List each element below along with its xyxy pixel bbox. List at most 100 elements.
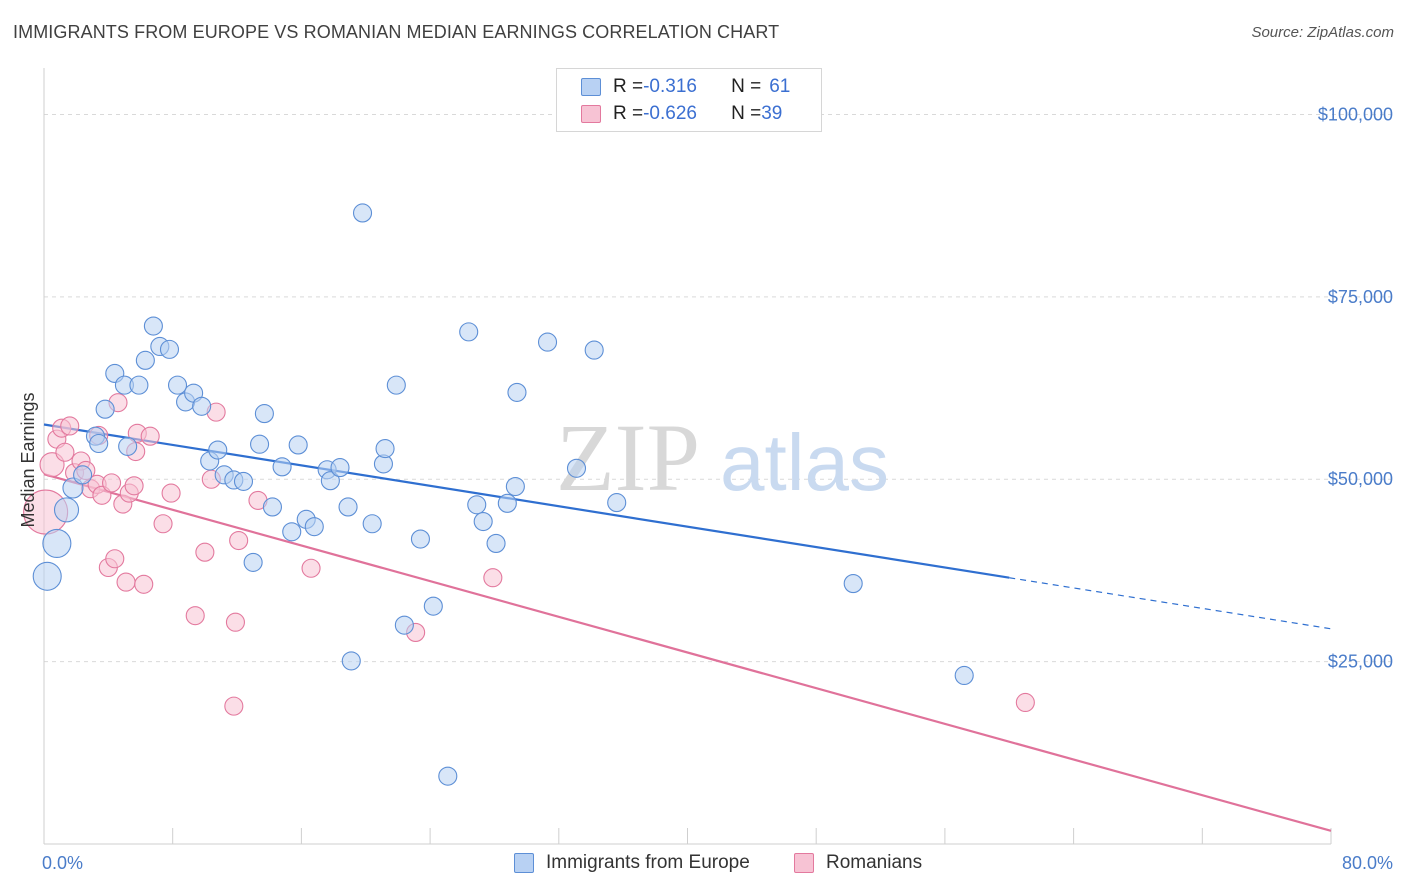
point-europe [282, 522, 302, 542]
point-europe [607, 493, 627, 513]
point-romanian [105, 549, 125, 569]
legend-r-value: -0.626 [643, 103, 697, 124]
point-europe [243, 552, 263, 572]
point-europe [954, 665, 974, 686]
y-tick-label: $50,000 [1328, 469, 1393, 489]
point-romanian [124, 476, 144, 496]
x-tick-label-min: 0.0% [42, 853, 83, 873]
point-romanian [229, 530, 249, 551]
tick-labels: $25,000 $50,000 $75,000 $100,000 0.0% 80.0% [42, 104, 1393, 873]
point-europe [410, 529, 430, 549]
series-legend-europe[interactable]: Immigrants from Europe [514, 852, 750, 874]
trend-lines [43, 423, 1332, 832]
data-points [23, 203, 1035, 786]
point-europe [362, 514, 382, 534]
point-romanian [134, 574, 154, 594]
point-europe [304, 517, 324, 537]
point-europe [135, 350, 155, 370]
point-europe [386, 375, 406, 395]
point-europe [167, 375, 188, 395]
point-europe [254, 404, 274, 424]
series-legend-romanians-label: Romanians [826, 852, 923, 873]
point-europe [352, 203, 373, 223]
x-tick-label-max: 80.0% [1342, 853, 1393, 873]
series-legend: Immigrants from Europe Romanians [0, 852, 1406, 878]
point-europe [143, 316, 163, 336]
legend-row-romanians: R = -0.626 N = 39 [581, 101, 782, 127]
trend-line-europe [43, 423, 1010, 579]
y-tick-label: $75,000 [1328, 287, 1393, 307]
point-europe [341, 651, 361, 671]
point-europe [497, 493, 517, 513]
point-europe [42, 528, 72, 558]
point-europe [250, 434, 270, 454]
trend-extension-europe [1009, 577, 1332, 630]
legend-r-value: -0.316 [643, 76, 697, 97]
point-europe [208, 440, 228, 460]
point-romanian [224, 696, 244, 716]
point-europe [486, 533, 506, 553]
legend-n-value: 39 [761, 103, 783, 124]
point-europe [53, 497, 80, 523]
source-label: Source: ZipAtlas.com [1251, 24, 1394, 41]
legend-r-label: R = [613, 103, 644, 124]
point-europe [843, 574, 863, 594]
point-europe [89, 433, 109, 454]
point-europe [330, 458, 350, 478]
point-europe [505, 476, 525, 497]
point-europe [288, 435, 308, 455]
point-romanian [301, 558, 321, 578]
point-europe [118, 436, 138, 456]
watermark-atlas: atlas [720, 418, 889, 507]
stats-legend: R = -0.316 N = 61 R = -0.626 N = 39 [556, 68, 822, 132]
point-europe [73, 465, 93, 485]
series-swatch-europe [514, 853, 534, 873]
watermark: ZIP atlas [556, 404, 889, 511]
point-europe [233, 471, 254, 491]
legend-swatch-europe [581, 78, 601, 96]
point-europe [537, 332, 558, 352]
point-europe [438, 766, 458, 786]
point-europe [473, 512, 493, 532]
legend-row-europe: R = -0.316 N = 61 [581, 74, 790, 100]
point-romanian [55, 442, 75, 462]
point-romanian [153, 514, 173, 534]
point-europe [129, 375, 149, 395]
point-europe [32, 561, 62, 591]
legend-swatch-romanians [581, 105, 601, 123]
point-romanian [1015, 692, 1035, 713]
series-legend-romanians[interactable]: Romanians [794, 852, 922, 874]
point-europe [95, 399, 115, 419]
chart-title: IMMIGRANTS FROM EUROPE VS ROMANIAN MEDIA… [13, 22, 780, 42]
y-tick-label: $100,000 [1318, 104, 1393, 124]
point-romanian [102, 473, 122, 493]
point-europe [423, 596, 443, 616]
legend-r-label: R = [613, 76, 644, 97]
point-europe [159, 339, 180, 359]
y-axis-title: Median Earnings [18, 392, 38, 527]
grid-lines [44, 113, 1392, 663]
trend-line-romanians [43, 473, 1332, 832]
point-romanian [140, 426, 160, 446]
point-europe [320, 471, 340, 491]
point-romanian [116, 572, 136, 592]
point-romanian [195, 542, 215, 562]
series-legend-europe-label: Immigrants from Europe [546, 852, 750, 873]
legend-n-label: N = [731, 103, 762, 124]
legend-n-label: N = [731, 76, 762, 97]
point-europe [262, 497, 282, 517]
watermark-zip: ZIP [556, 404, 700, 511]
point-romanian [161, 483, 181, 503]
point-europe [192, 396, 212, 416]
point-europe [272, 457, 292, 477]
point-romanian [483, 568, 503, 588]
point-romanian [185, 606, 205, 626]
point-europe [566, 458, 587, 478]
point-europe [338, 497, 358, 517]
legend-n-value: 61 [769, 76, 791, 97]
point-europe [459, 322, 479, 342]
series-swatch-romanians [794, 853, 814, 873]
point-romanian [60, 416, 80, 436]
y-tick-label: $25,000 [1328, 652, 1393, 672]
